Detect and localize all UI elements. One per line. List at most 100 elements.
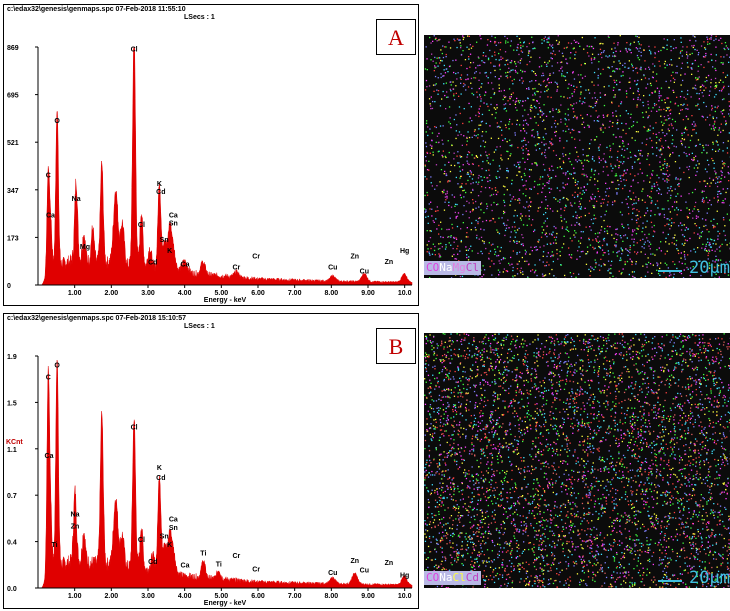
map-pixel bbox=[537, 193, 539, 195]
map-pixel bbox=[483, 212, 485, 214]
map-pixel bbox=[528, 582, 530, 584]
map-pixel bbox=[488, 431, 490, 434]
map-pixel bbox=[610, 483, 612, 486]
map-pixel bbox=[507, 158, 509, 160]
map-pixel bbox=[722, 482, 724, 485]
map-pixel bbox=[553, 352, 555, 354]
map-pixel bbox=[728, 61, 730, 63]
map-pixel bbox=[609, 145, 611, 147]
map-pixel bbox=[672, 71, 674, 73]
map-pixel bbox=[631, 469, 634, 471]
map-pixel bbox=[541, 152, 543, 154]
map-pixel bbox=[439, 541, 442, 543]
map-pixel bbox=[484, 583, 486, 585]
map-pixel bbox=[619, 50, 622, 52]
map-pixel bbox=[477, 177, 480, 179]
map-pixel bbox=[522, 237, 524, 239]
map-pixel bbox=[622, 474, 624, 476]
map-pixel bbox=[555, 514, 557, 516]
map-pixel bbox=[516, 242, 518, 244]
map-pixel bbox=[521, 434, 523, 436]
map-pixel bbox=[483, 269, 486, 271]
map-pixel bbox=[636, 83, 638, 85]
map-pixel bbox=[686, 51, 688, 53]
map-pixel bbox=[463, 524, 465, 527]
map-pixel bbox=[590, 45, 592, 48]
map-pixel bbox=[717, 105, 719, 107]
map-pixel bbox=[478, 217, 480, 220]
map-pixel bbox=[608, 268, 610, 270]
map-pixel bbox=[704, 48, 707, 50]
map-pixel bbox=[482, 55, 484, 57]
map-pixel bbox=[528, 204, 530, 207]
map-pixel bbox=[520, 44, 522, 47]
map-pixel bbox=[489, 250, 492, 252]
map-pixel bbox=[434, 525, 436, 527]
map-pixel bbox=[534, 383, 536, 385]
map-pixel bbox=[708, 244, 710, 246]
map-pixel bbox=[499, 68, 501, 71]
map-pixel bbox=[536, 577, 538, 580]
map-pixel bbox=[617, 234, 619, 236]
map-pixel bbox=[455, 258, 458, 260]
map-pixel bbox=[459, 466, 461, 468]
map-pixel bbox=[424, 176, 426, 178]
map-pixel bbox=[596, 534, 598, 536]
map-pixel bbox=[649, 488, 651, 490]
map-pixel bbox=[477, 373, 479, 375]
map-pixel bbox=[458, 552, 460, 554]
map-pixel bbox=[639, 239, 642, 241]
map-pixel bbox=[642, 523, 644, 526]
map-pixel bbox=[457, 245, 459, 247]
map-pixel bbox=[707, 74, 710, 77]
map-pixel bbox=[501, 574, 504, 576]
map-pixel bbox=[459, 177, 461, 179]
map-pixel bbox=[546, 38, 548, 41]
map-pixel bbox=[682, 532, 685, 534]
map-pixel bbox=[540, 110, 542, 113]
map-pixel bbox=[513, 400, 515, 402]
map-pixel bbox=[507, 582, 509, 584]
map-pixel bbox=[621, 272, 623, 274]
map-pixel bbox=[708, 231, 710, 233]
map-pixel bbox=[685, 226, 688, 229]
map-pixel bbox=[521, 147, 523, 149]
map-pixel bbox=[675, 239, 678, 242]
map-pixel bbox=[505, 442, 507, 444]
map-pixel bbox=[534, 180, 536, 183]
map-pixel bbox=[449, 217, 451, 219]
map-pixel bbox=[573, 39, 575, 42]
map-pixel bbox=[514, 503, 517, 505]
map-pixel bbox=[485, 479, 487, 481]
map-pixel bbox=[536, 131, 539, 133]
map-pixel bbox=[461, 186, 463, 188]
map-pixel bbox=[533, 186, 535, 188]
map-pixel bbox=[616, 159, 618, 161]
map-pixel bbox=[656, 269, 658, 271]
map-pixel bbox=[600, 127, 602, 129]
map-pixel bbox=[506, 585, 508, 587]
peak-label: Cu bbox=[360, 268, 369, 275]
map-pixel bbox=[571, 93, 573, 95]
map-pixel bbox=[509, 155, 511, 157]
map-pixel bbox=[442, 567, 444, 569]
map-pixel bbox=[477, 56, 479, 58]
map-pixel bbox=[680, 104, 682, 106]
map-pixel bbox=[483, 176, 485, 178]
map-pixel bbox=[671, 438, 673, 441]
map-pixel bbox=[692, 489, 694, 492]
map-pixel bbox=[580, 187, 582, 189]
map-pixel bbox=[666, 250, 668, 252]
map-pixel bbox=[617, 128, 619, 130]
map-pixel bbox=[495, 448, 497, 450]
peak-label: Sn bbox=[160, 237, 169, 244]
map-pixel bbox=[581, 162, 583, 164]
map-pixel bbox=[439, 62, 441, 64]
map-pixel bbox=[502, 483, 504, 485]
map-pixel bbox=[714, 110, 716, 113]
map-pixel bbox=[711, 157, 713, 160]
lsecs-label: LSecs : 1 bbox=[184, 323, 215, 330]
map-pixel bbox=[564, 207, 566, 209]
map-pixel bbox=[581, 77, 584, 79]
map-pixel bbox=[532, 469, 534, 471]
